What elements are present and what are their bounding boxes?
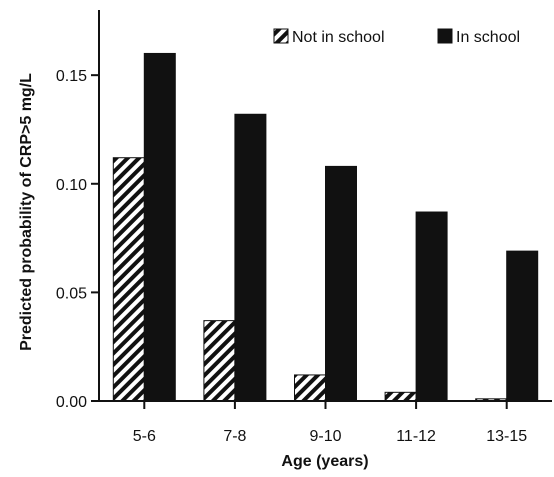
x-tick-label: 9-10 <box>309 428 341 445</box>
x-tick-label: 7-8 <box>223 428 246 445</box>
legend: Not in school In school <box>273 28 520 46</box>
x-tick-label: 13-15 <box>486 428 527 445</box>
x-tick-label: 5-6 <box>133 428 156 445</box>
legend-swatch-in-school <box>437 28 453 44</box>
bar-not-in-school <box>112 157 145 402</box>
y-tick-label: 0.05 <box>56 285 87 302</box>
x-axis: 5-6 7-8 9-10 11-12 13-15 <box>99 400 552 445</box>
legend-label-in-school: In school <box>456 29 520 46</box>
bar-in-school <box>415 211 448 402</box>
bar-in-school <box>143 52 176 402</box>
legend-label-not-in-school: Not in school <box>292 29 385 46</box>
x-axis-title: Age (years) <box>281 453 368 470</box>
y-tick-label: 0.10 <box>56 177 87 194</box>
bar-in-school <box>325 165 357 402</box>
bar-not-in-school <box>384 391 417 402</box>
bar-not-in-school <box>294 374 326 402</box>
y-axis: 0.00 0.05 0.10 0.15 <box>56 10 100 411</box>
y-tick-label: 0.00 <box>56 394 87 411</box>
y-tick-label: 0.15 <box>56 68 87 85</box>
x-tick-label: 11-12 <box>396 428 436 445</box>
bar-in-school <box>506 250 539 402</box>
bar-not-in-school <box>203 320 236 402</box>
bar-in-school <box>234 113 267 402</box>
y-axis-title: Predicted probability of CRP>5 mg/L <box>18 73 35 351</box>
plot-area <box>112 52 539 402</box>
legend-swatch-not-in-school <box>273 28 289 44</box>
